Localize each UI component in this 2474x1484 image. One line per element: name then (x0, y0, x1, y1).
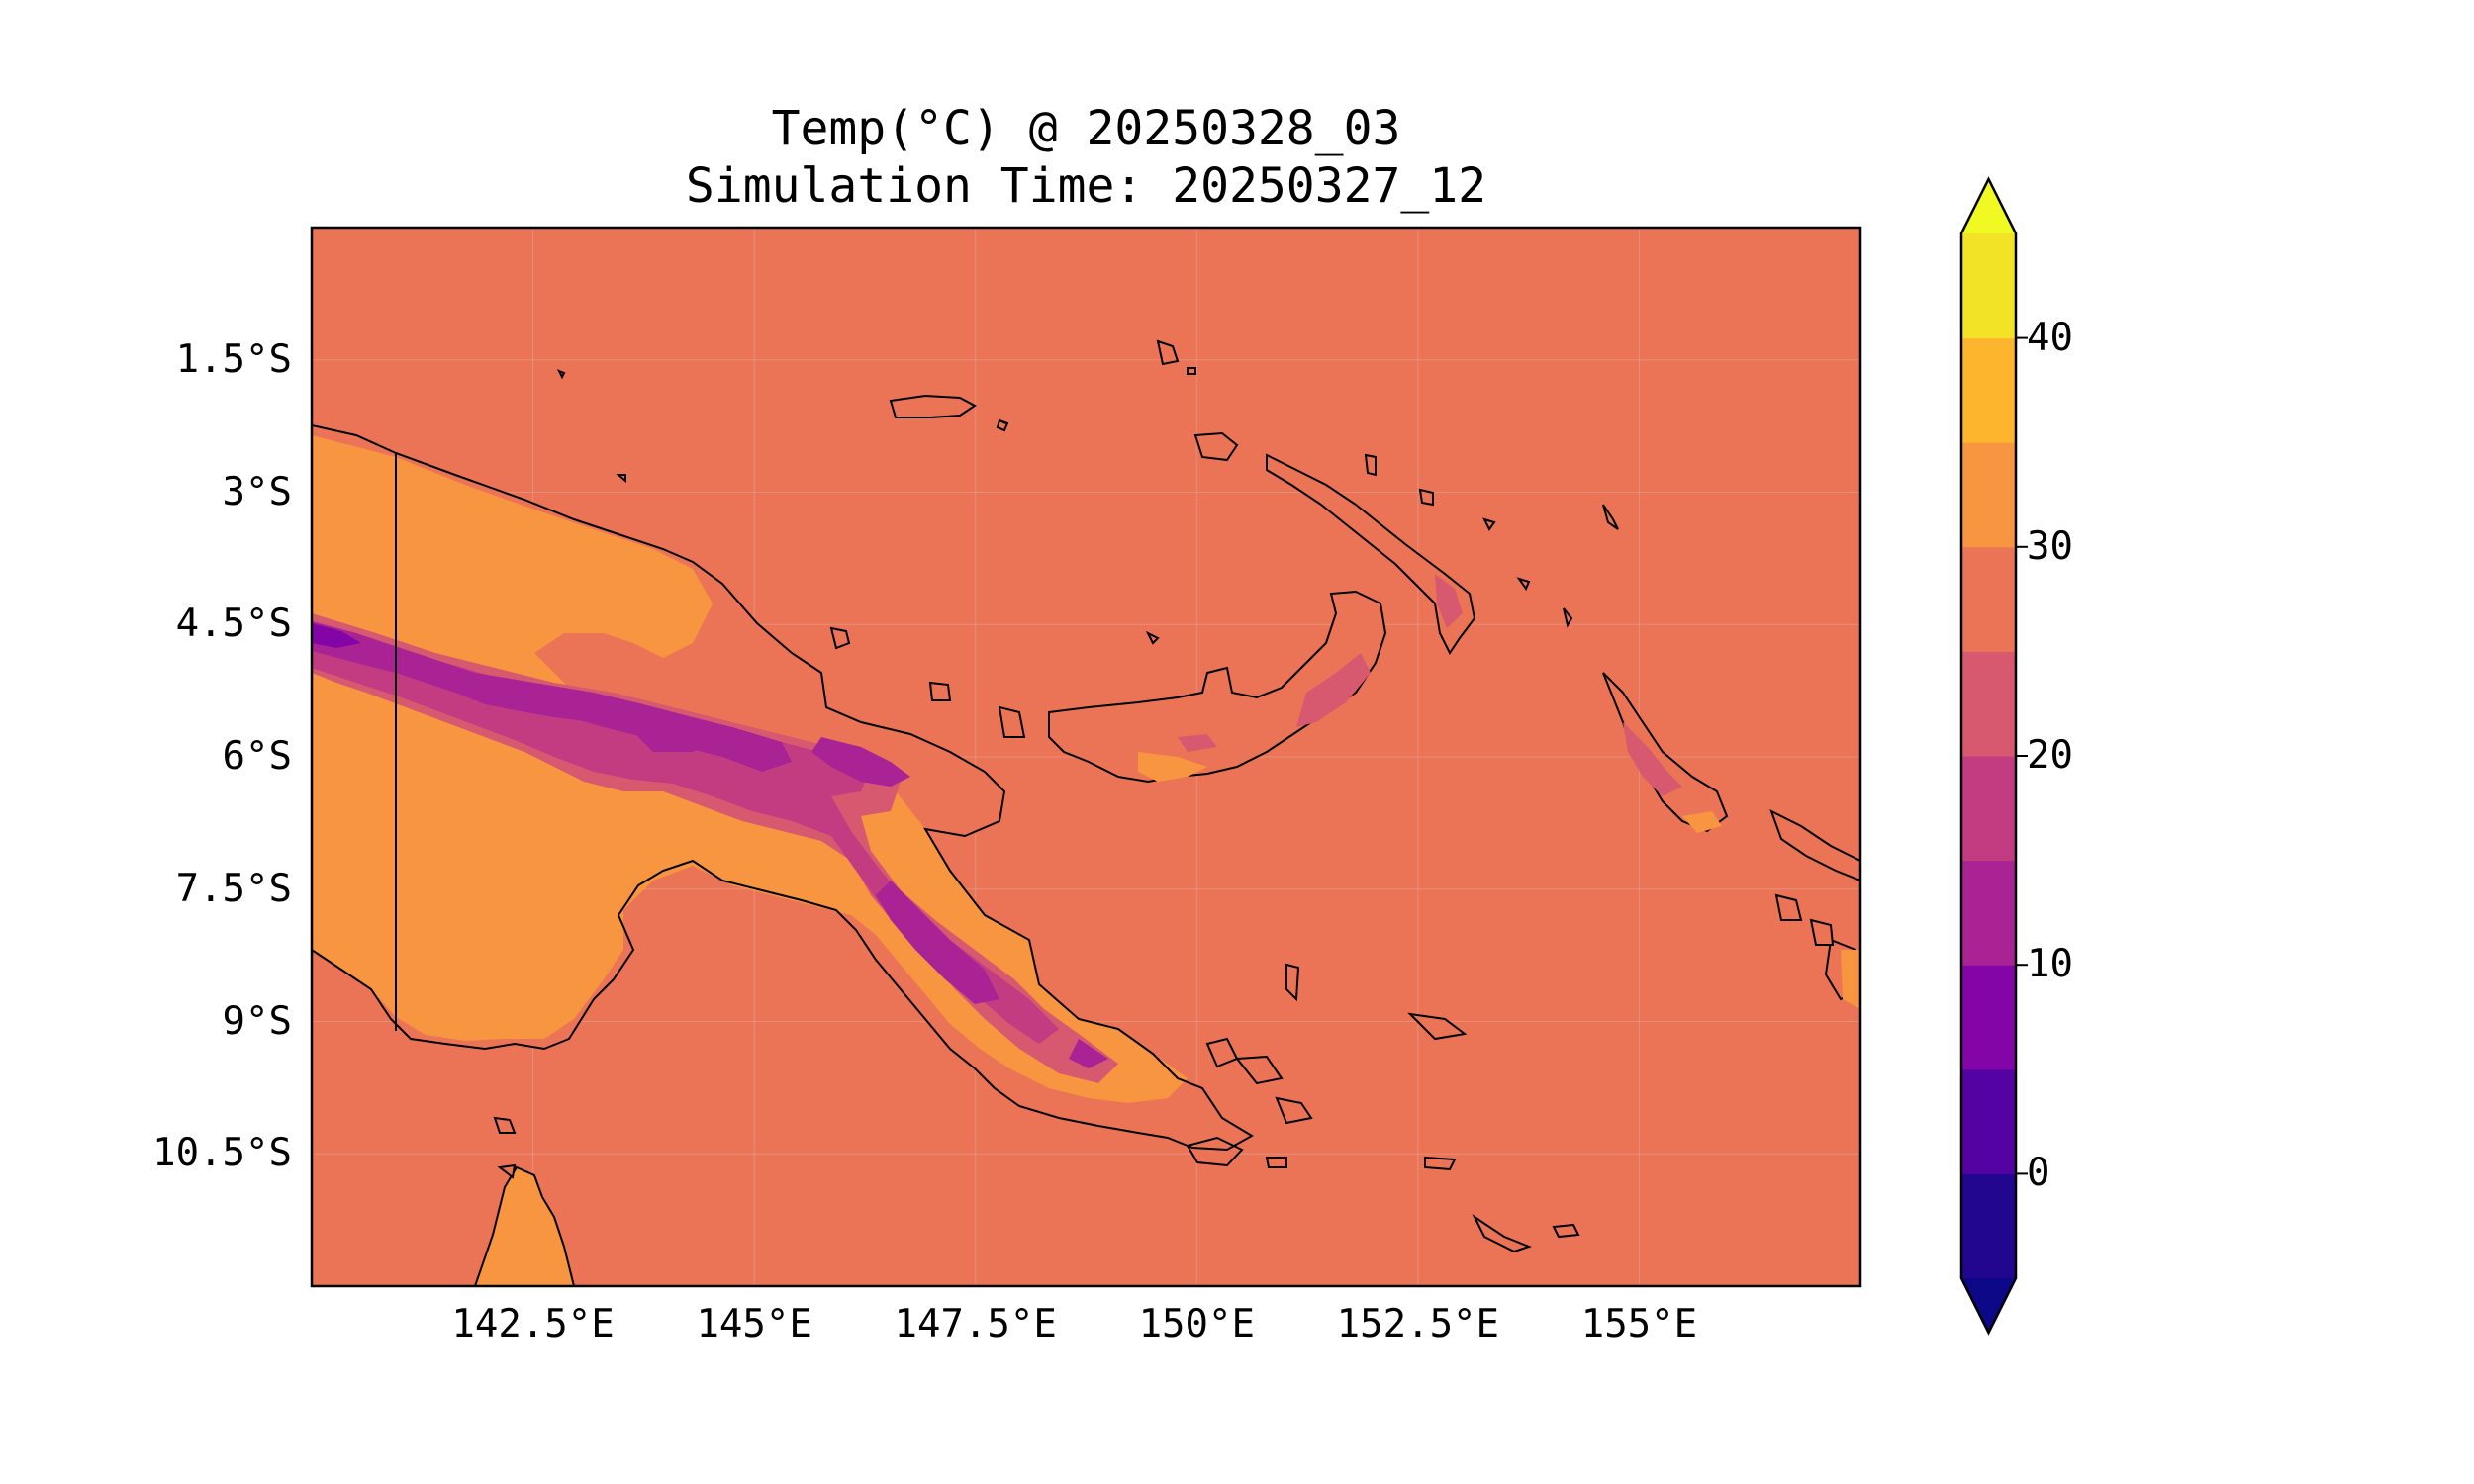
manus-nearby-islet (1193, 431, 1239, 462)
lat-tick-label: 9°S (222, 998, 292, 1044)
highland-contour-15 (312, 621, 1108, 1068)
lon-tick-label: 150°E (1138, 1302, 1255, 1346)
colorbar-over-arrow (1961, 179, 2016, 233)
lon-tick-label: 147.5°E (894, 1302, 1057, 1346)
colorbar-bin (1961, 651, 2016, 757)
colorbar-bin (1961, 546, 2016, 652)
new-britain-island (1048, 590, 1387, 784)
lat-tick-label: 10.5°S (152, 1131, 292, 1176)
colorbar-tick-label: 0 (2027, 1151, 2050, 1196)
lat-tick-label: 6°S (222, 734, 292, 779)
colorbar-bin (1961, 756, 2016, 862)
lat-tick-label: 4.5°S (175, 602, 292, 647)
map-plot-area (312, 228, 1860, 1286)
colorbar-bin (1961, 1173, 2016, 1279)
colorbar-bin (1961, 1068, 2016, 1174)
colorbar-tick-label: 30 (2027, 523, 2073, 569)
new-ireland-island (1266, 453, 1476, 655)
mainland-coastline-outline (312, 424, 1254, 1152)
colorbar-bin (1961, 965, 2016, 1070)
colorbar-tick-label: 40 (2027, 315, 2073, 360)
colorbar-bin (1961, 233, 2016, 339)
lon-tick-label: 155°E (1580, 1302, 1698, 1346)
colorbar (1959, 176, 2028, 1336)
lon-tick-label: 145°E (696, 1302, 812, 1346)
solomon-islands (1769, 808, 1860, 1009)
colorbar-bin (1961, 337, 2016, 443)
new-guinea-landmass (312, 425, 1252, 1150)
map-title: Temp(°C) @ 20250328_03 (771, 101, 1401, 156)
southeast-islands (1186, 963, 1580, 1253)
bougainville-island (1602, 672, 1729, 833)
colorbar-tick-label: 10 (2027, 942, 2073, 987)
lon-tick-label: 142.5°E (451, 1302, 615, 1346)
colorbar-under-arrow (1961, 1278, 2016, 1333)
lat-tick-label: 3°S (222, 469, 292, 514)
small-islets (493, 339, 1619, 1179)
colorbar-outline (1959, 176, 2018, 1336)
map-subtitle: Simulation Time: 20250327_12 (685, 158, 1487, 214)
highland-contour-10 (312, 623, 361, 648)
highland-contour-20 (312, 623, 1059, 1044)
lon-tick-label: 152.5°E (1336, 1302, 1500, 1346)
colorbar-bin (1961, 860, 2016, 966)
lat-tick-label: 7.5°S (175, 866, 292, 911)
australia-cape-york (473, 1165, 604, 1286)
manus-island (889, 394, 977, 418)
map-frame (310, 226, 1862, 1288)
colorbar-tick-label: 20 (2027, 733, 2073, 778)
colorbar-bin (1961, 442, 2016, 548)
lat-tick-label: 1.5°S (175, 336, 292, 382)
